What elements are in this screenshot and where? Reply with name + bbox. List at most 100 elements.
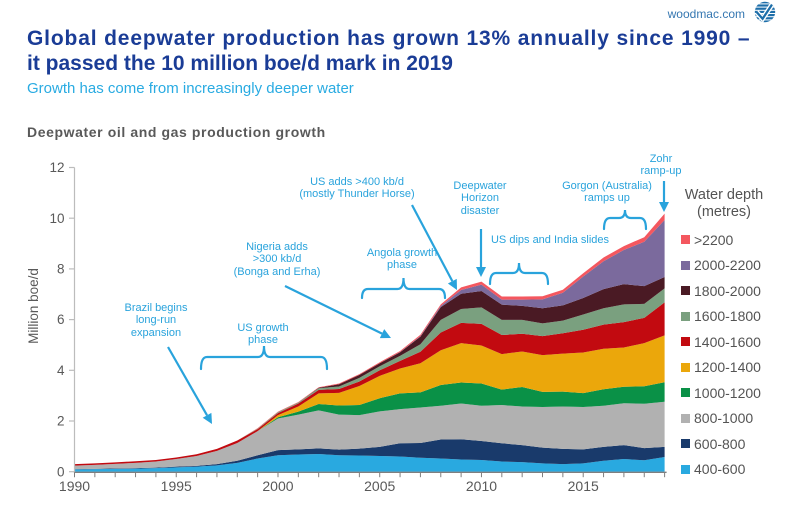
area-band-1800-2000 [74, 277, 665, 465]
annotation-line: ramps up [584, 192, 630, 205]
annotation-line: phase [387, 259, 417, 272]
annotation-us-adds: US adds >400 kb/d (mostly Thunder Horse) [299, 176, 414, 201]
y-tick-label: 4 [57, 363, 65, 378]
x-tick-label: 2015 [568, 478, 599, 494]
legend-label: 2000-2200 [694, 257, 761, 274]
area-band-400-600 [74, 453, 665, 472]
annotation-line: expansion [130, 326, 182, 339]
annotation-line: US adds >400 kb/d [310, 176, 404, 188]
legend-swatch [681, 362, 690, 372]
annotation-line: US growth [237, 322, 289, 334]
annotation-deepwater-horizon: Deepwater Horizon disaster [453, 180, 506, 217]
annotation-brace-angola [360, 277, 447, 300]
legend-swatch [681, 464, 690, 474]
annotation-arrowhead-brazil [202, 412, 212, 424]
annotation-arrowhead-deepwater-horizon [476, 267, 486, 277]
legend-item-8001000: 800-1000 [674, 406, 798, 432]
legend-title: Water depth (metres) [674, 187, 774, 221]
y-tick-label: 8 [57, 262, 65, 277]
annotation-gorgon: Gorgon (Australia) ramps up [562, 180, 652, 205]
legend-swatch [681, 413, 690, 423]
x-tick-label: 2000 [262, 478, 293, 494]
annotation-line: Angola growth [366, 247, 438, 259]
legend-swatch [681, 388, 690, 398]
logo-stripe [754, 7, 776, 10]
annotation-line: ramp-up [640, 165, 682, 178]
logo-globe-icon [754, 1, 776, 23]
annotation-line: Horizon [461, 192, 499, 205]
annotation-arrowhead-us-adds [447, 278, 457, 290]
annotation-line: (Bonga and Erha) [233, 265, 321, 278]
annotation-line: phase [248, 334, 278, 347]
area-band-600-800 [74, 439, 665, 470]
x-tick-label: 2010 [466, 478, 497, 494]
y-tick-label: 12 [49, 160, 64, 175]
slide-title: Global deepwater production has grown 13… [27, 27, 772, 76]
x-tick-label: 1990 [59, 478, 90, 494]
annotation-nigeria: Nigeria adds >300 kb/d (Bonga and Erha) [234, 241, 321, 278]
slide-subtitle: Growth has come from increasingly deeper… [27, 80, 354, 97]
legend-items: >2200 2000-2200 1800-2000 1600-1800 1400-160… [674, 227, 798, 482]
legend-item-14001600: 1400-1600 [674, 329, 798, 355]
chart-heading: Deepwater oil and gas production growth [27, 124, 326, 140]
legend-label: 600-800 [694, 435, 746, 452]
annotation-us-dips: US dips and India slides [491, 234, 609, 246]
annotation-line: Zohr [649, 153, 673, 165]
annotation-line: disaster [460, 204, 500, 217]
y-tick-label: 2 [57, 414, 65, 429]
legend-item-400600: 400-600 [674, 457, 798, 483]
annotation-brazil: Brazil begins long-run expansion [125, 302, 188, 339]
legend-label: 1400-1600 [694, 333, 761, 350]
y-tick-label: 6 [57, 312, 65, 327]
legend-item-600800: 600-800 [674, 431, 798, 457]
legend-swatch [681, 337, 690, 347]
annotation-arrow-nigeria [284, 285, 383, 335]
logo-stripe [754, 1, 776, 4]
legend-swatch [681, 235, 690, 245]
annotation-angola: Angola growth phase [367, 247, 437, 272]
area-band-1600-1800 [74, 288, 665, 465]
annotation-line: Deepwater [453, 180, 507, 192]
legend-item-16001800: 1600-1800 [674, 304, 798, 330]
woodmac-logo[interactable] [754, 1, 776, 23]
y-tick-label: 0 [57, 464, 65, 479]
area-band-1200-1400 [74, 335, 665, 466]
slide-title-line1: Global deepwater production has grown 13… [27, 27, 751, 50]
annotation-line: Brazil begins [124, 302, 188, 314]
legend-label: 1800-2000 [694, 282, 761, 299]
annotation-line: long-run [135, 314, 177, 327]
annotation-line: Gorgon (Australia) [562, 180, 652, 192]
legend-label: 1000-1200 [694, 384, 761, 401]
y-axis-title: Million boe/d [26, 268, 41, 344]
legend-title-line1: Water depth [684, 187, 764, 203]
legend-label: 1200-1400 [694, 359, 761, 376]
legend-swatch [681, 439, 690, 449]
logo-check-icon [755, 2, 774, 21]
annotation-arrowhead-zohr [659, 202, 669, 212]
legend-item-20002200: 2000-2200 [674, 253, 798, 279]
woodmac-link[interactable]: woodmac.com [667, 6, 745, 21]
annotation-brace-us-dips [488, 262, 550, 286]
legend-item-18002000: 1800-2000 [674, 278, 798, 304]
annotation-line: Nigeria adds [246, 241, 308, 253]
legend-swatch [681, 260, 690, 270]
legend-swatch [681, 311, 690, 321]
annotation-line: (mostly Thunder Horse) [299, 188, 415, 201]
y-tick-label: 10 [49, 211, 64, 226]
area-band-800-1000 [74, 401, 665, 470]
annotation-brace-gorgon [602, 209, 648, 231]
legend-label: >2200 [694, 231, 734, 248]
annotation-us-growth: US growth phase [237, 322, 288, 347]
x-tick-label: 2005 [364, 478, 395, 494]
x-tick-label: 1995 [161, 478, 192, 494]
chart-legend: Water depth (metres) >2200 2000-2200 1800-… [674, 187, 798, 482]
legend-swatch [681, 286, 690, 296]
slide-title-line2: it passed the 10 million boe/d mark in 2… [27, 51, 453, 75]
annotation-arrow-brazil [167, 346, 208, 416]
legend-item-10001200: 1000-1200 [674, 380, 798, 406]
annotation-brace-us-growth [199, 345, 329, 371]
logo-stripe [754, 20, 776, 23]
annotation-line: US dips and India slides [490, 234, 610, 246]
